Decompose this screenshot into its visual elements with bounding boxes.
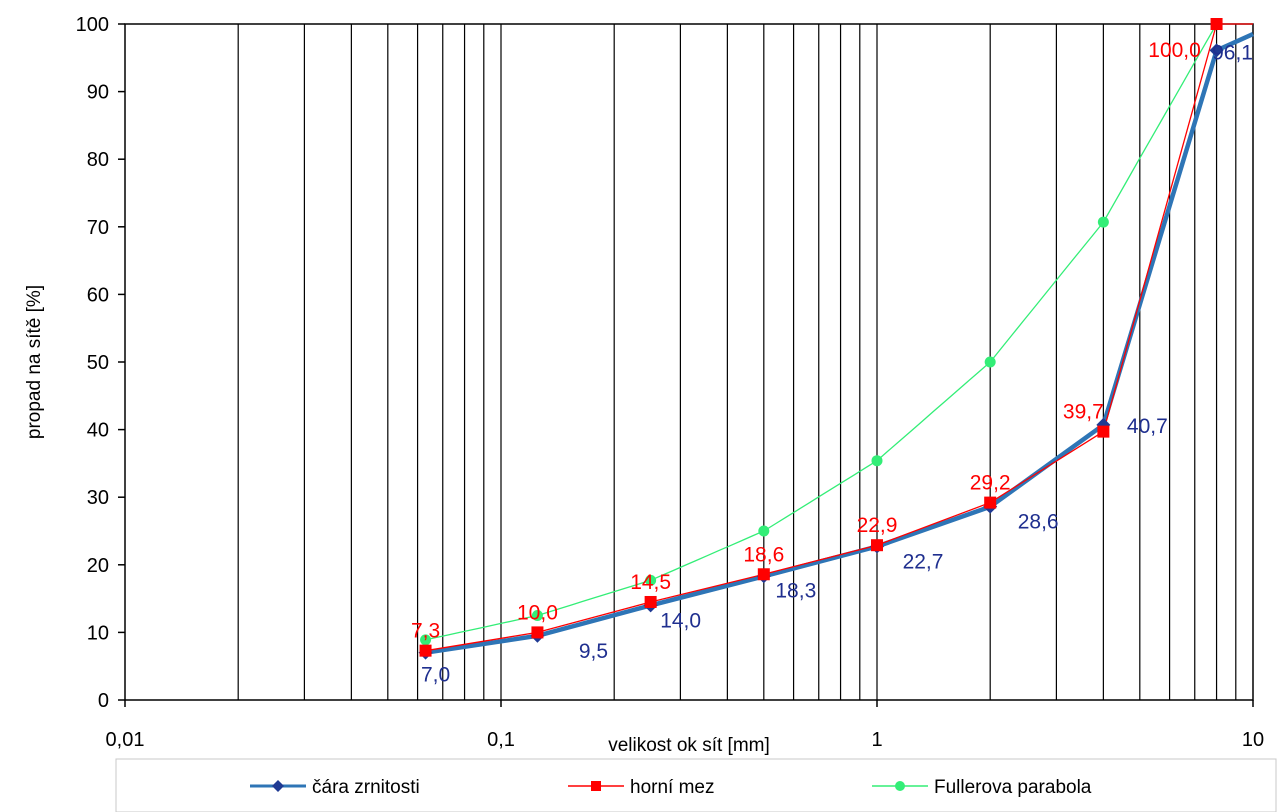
- data-label-cara-zrnitosti: 9,5: [579, 640, 608, 663]
- y-tick-label: 20: [87, 555, 109, 577]
- plot-frame: [124, 23, 1254, 701]
- data-label-horni-mez: 100,0: [1148, 39, 1201, 62]
- marker-cara-zrnitosti: [1209, 43, 1224, 58]
- data-label-cara-zrnitosti: 40,7: [1127, 415, 1168, 438]
- x-tick-label: 10: [1242, 729, 1264, 751]
- y-tick-label: 0: [98, 690, 109, 712]
- data-label-cara-zrnitosti: 7,0: [421, 664, 450, 687]
- marker-horni-mez: [644, 595, 657, 608]
- data-labels: 7,0 9,5 14,0 18,3 22,7 28,6 40,7 96,1 7,3 10,0 14,…: [411, 39, 1253, 687]
- marker-horni-mez: [757, 568, 770, 581]
- legend-swatch-marker: [272, 780, 284, 792]
- marker-horni-mez: [419, 644, 432, 657]
- marker-fullerova-parabola: [420, 634, 432, 646]
- y-tick-label: 50: [87, 352, 109, 374]
- x-axis: 0,01 0,1 1 10: [106, 700, 1264, 751]
- marker-horni-mez: [871, 539, 883, 552]
- y-tick-label: 60: [87, 284, 109, 306]
- data-label-horni-mez: 10,0: [517, 601, 558, 624]
- data-label-cara-zrnitosti: 96,1: [1212, 41, 1253, 64]
- legend-swatch-marker: [591, 781, 601, 791]
- series-line-fullerova-parabola: [425, 23, 1218, 641]
- marker-fullerova-parabola: [645, 574, 657, 586]
- marker-fullerova-parabola: [871, 455, 883, 467]
- marker-fullerova-parabola: [984, 356, 996, 368]
- data-label-horni-mez: 7,3: [411, 620, 440, 643]
- marker-fullerova-parabola: [531, 610, 543, 621]
- data-label-cara-zrnitosti: 28,6: [1018, 511, 1059, 534]
- y-tick-label: 30: [87, 487, 109, 509]
- data-label-cara-zrnitosti: 14,0: [660, 609, 701, 632]
- marker-fullerova-parabola: [1097, 216, 1109, 228]
- x-axis-title: velikost ok sít [mm]: [608, 735, 770, 756]
- series-layer: [418, 18, 1254, 660]
- data-label-horni-mez: 29,2: [970, 472, 1011, 495]
- legend: čára zrnitosti horní mez Fullerova parabol…: [115, 758, 1277, 812]
- y-tick-label: 10: [87, 622, 109, 644]
- y-axis-title: propad na sítě [%]: [24, 285, 45, 439]
- data-label-horni-mez: 18,6: [743, 543, 784, 566]
- data-label-cara-zrnitosti: 18,3: [775, 579, 816, 602]
- data-label-horni-mez: 39,7: [1063, 401, 1104, 424]
- x-tick-label: 0,1: [487, 729, 515, 751]
- legend-label: čára zrnitosti: [312, 777, 420, 798]
- marker-horni-mez: [1097, 425, 1110, 438]
- legend-label: Fullerova parabola: [934, 777, 1092, 798]
- data-label-horni-mez: 14,5: [630, 571, 671, 594]
- x-tick-label: 0,01: [106, 729, 145, 751]
- data-label-horni-mez: 22,9: [857, 514, 898, 537]
- marker-horni-mez: [1210, 18, 1223, 30]
- gridlines: [237, 24, 1237, 700]
- marker-fullerova-parabola: [758, 525, 770, 537]
- y-tick-label: 80: [87, 149, 109, 171]
- marker-horni-mez: [531, 626, 544, 639]
- y-axis: 0 10 20 30 40 50 60 70 80 90 100: [76, 14, 125, 712]
- y-tick-label: 90: [87, 82, 109, 104]
- y-tick-label: 70: [87, 217, 109, 239]
- y-tick-label: 100: [76, 14, 109, 36]
- data-label-cara-zrnitosti: 22,7: [903, 551, 944, 574]
- x-tick-label: 1: [871, 729, 882, 751]
- legend-box: [115, 758, 1277, 812]
- series-line-cara-zrnitosti: [425, 32, 1254, 655]
- y-tick-label: 40: [87, 420, 109, 442]
- legend-label: horní mez: [630, 777, 714, 798]
- legend-swatch-marker: [895, 781, 905, 791]
- marker-horni-mez: [984, 496, 997, 509]
